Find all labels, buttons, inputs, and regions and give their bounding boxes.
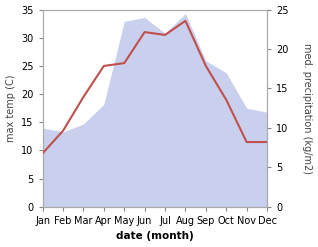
Y-axis label: max temp (C): max temp (C) (5, 74, 16, 142)
Y-axis label: med. precipitation (kg/m2): med. precipitation (kg/m2) (302, 43, 313, 174)
X-axis label: date (month): date (month) (116, 231, 194, 242)
